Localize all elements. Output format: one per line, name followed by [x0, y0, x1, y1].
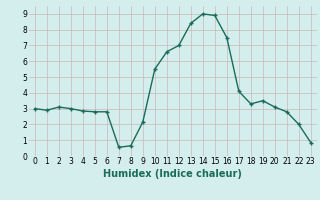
X-axis label: Humidex (Indice chaleur): Humidex (Indice chaleur)	[103, 169, 242, 179]
